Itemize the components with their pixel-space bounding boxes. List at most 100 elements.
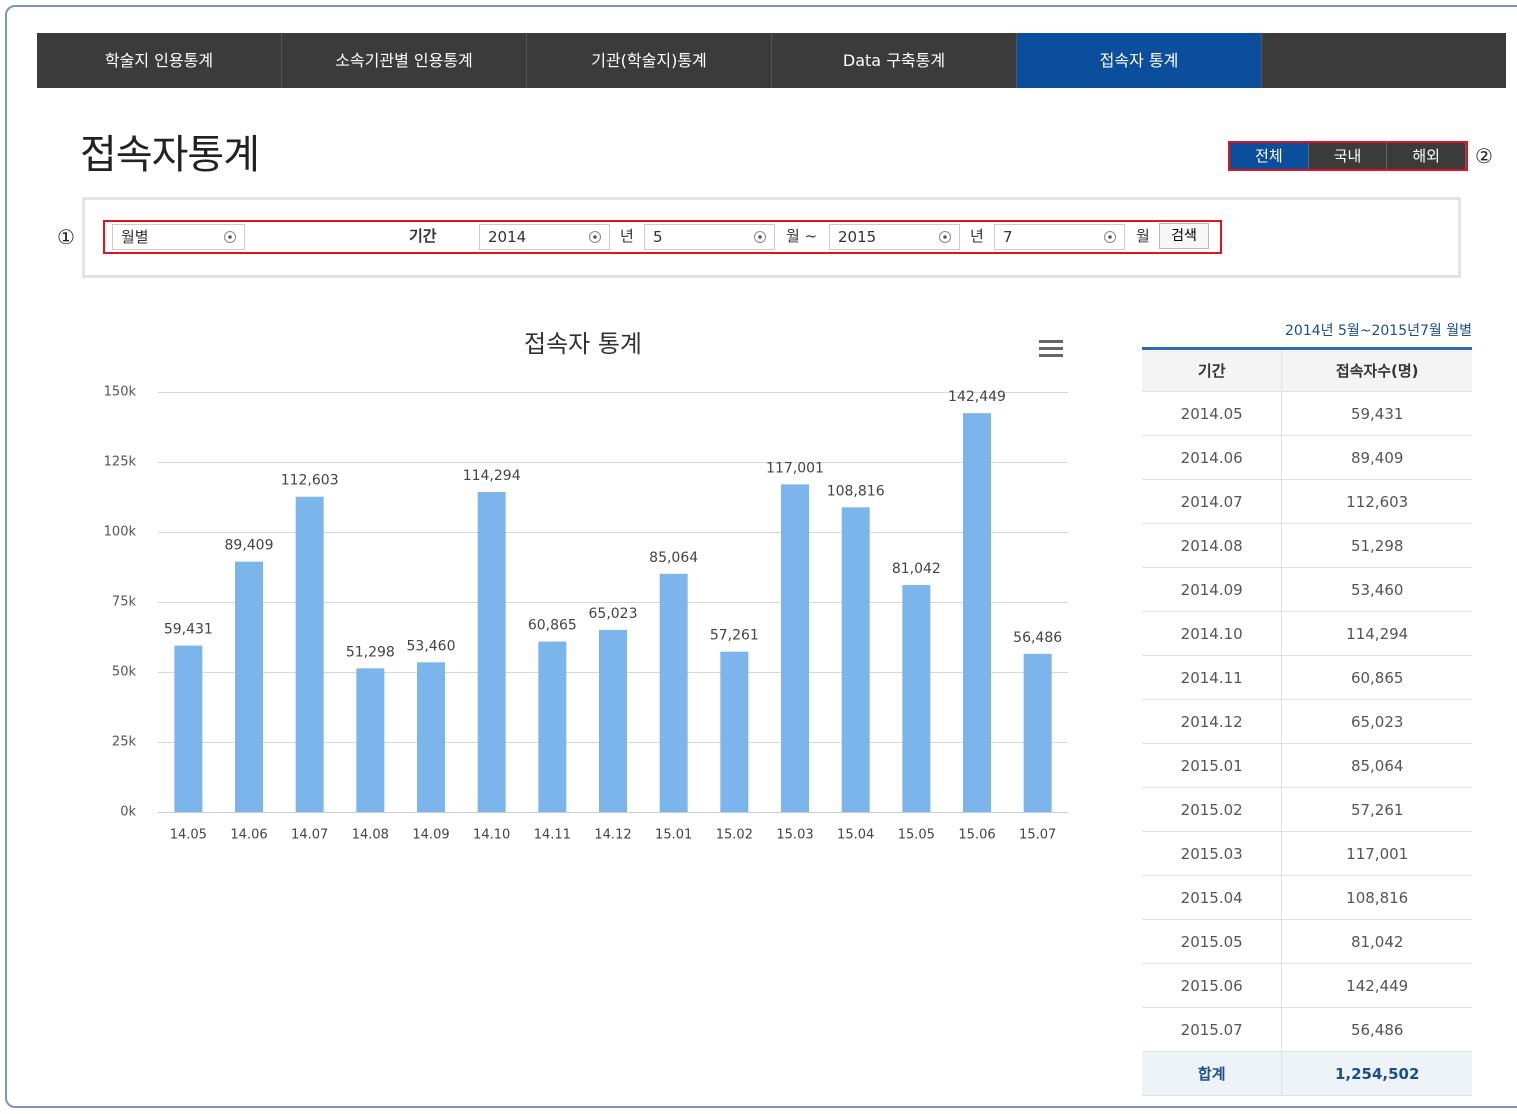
data-label: 85,064 xyxy=(649,550,698,566)
table-cell: 85,064 xyxy=(1281,743,1472,788)
nav-item[interactable]: 학술지 인용통계 xyxy=(37,33,282,88)
nav-item[interactable]: 접속자 통계 xyxy=(1017,33,1262,88)
nav-item[interactable]: 소속기관별 인용통계 xyxy=(282,33,527,88)
data-label: 81,042 xyxy=(892,561,941,577)
bar xyxy=(841,507,870,812)
table-row: 2014.11 60,865 xyxy=(1142,655,1472,700)
bar xyxy=(599,629,627,812)
table-cell: 2014.06 xyxy=(1142,435,1283,480)
header-row: 기간 접속자수(명) xyxy=(1142,347,1472,392)
table-row: 2015.05 81,042 xyxy=(1142,919,1472,964)
x-tick-label: 14.12 xyxy=(594,828,631,843)
bar xyxy=(417,662,445,812)
table-cell: 65,023 xyxy=(1281,699,1472,744)
data-label: 117,001 xyxy=(766,460,824,476)
nav-item[interactable]: 기관(학술지)통계 xyxy=(527,33,772,88)
highlight xyxy=(103,220,1222,254)
table-caption: 2014년 5월~2015년7월 월별 xyxy=(1285,323,1472,339)
table-row: 2015.02 57,261 xyxy=(1142,787,1472,832)
table-row: 2014.05 59,431 xyxy=(1142,391,1472,436)
x-tick-label: 15.02 xyxy=(716,828,753,843)
year-label: 년 xyxy=(970,227,984,245)
x-tick-label: 15.03 xyxy=(776,828,813,843)
y-tick-label: 100k xyxy=(104,525,137,540)
data-label: 89,409 xyxy=(225,538,274,554)
nav-item[interactable]: Data 구축통계 xyxy=(772,33,1017,88)
frame xyxy=(5,5,1517,1108)
table-cell: 112,603 xyxy=(1281,479,1472,524)
table-cell: 108,816 xyxy=(1281,875,1472,920)
x-tick-label: 14.07 xyxy=(291,828,328,843)
table-cell: 57,261 xyxy=(1281,787,1472,832)
table-cell: 2015.05 xyxy=(1142,919,1283,964)
bar xyxy=(720,651,749,812)
table-cell: 142,449 xyxy=(1281,963,1472,1008)
table-cell: 2014.05 xyxy=(1142,391,1283,436)
table-cell: 2015.01 xyxy=(1142,743,1283,788)
period-label: 기간 xyxy=(409,227,437,245)
table-cell: 56,486 xyxy=(1281,1007,1472,1052)
bar xyxy=(963,413,991,812)
region-button[interactable]: 국내 xyxy=(1309,143,1388,169)
y-tick-label: 150k xyxy=(104,385,137,400)
data-label: 59,431 xyxy=(164,622,213,638)
y-tick-label: 25k xyxy=(112,735,137,750)
end-year-select[interactable]: 2015 xyxy=(829,224,960,250)
chart-title: 접속자 통계 xyxy=(524,330,642,358)
filter-box xyxy=(82,197,1461,278)
region-button[interactable]: 해외 xyxy=(1387,143,1467,169)
x-tick-label: 14.10 xyxy=(473,828,510,843)
data-label: 142,449 xyxy=(948,389,1006,405)
region-button[interactable]: 전체 xyxy=(1230,143,1309,169)
unit-select[interactable]: 월별 xyxy=(112,224,245,250)
table-row: 2014.07 112,603 xyxy=(1142,479,1472,524)
menu-icon[interactable] xyxy=(1039,340,1063,357)
table-cell: 2014.10 xyxy=(1142,611,1283,656)
x-tick-label: 14.06 xyxy=(230,828,267,843)
table-row: 2014.09 53,460 xyxy=(1142,567,1472,612)
x-tick-label: 14.09 xyxy=(412,828,449,843)
table-row: 2014.12 65,023 xyxy=(1142,699,1472,744)
table-row: 2015.03 117,001 xyxy=(1142,831,1472,876)
data-label: 65,023 xyxy=(589,606,638,622)
table-row: 2015.01 85,064 xyxy=(1142,743,1472,788)
table-cell: 2015.02 xyxy=(1142,787,1283,832)
footer-row: 합계 1,254,502 xyxy=(1142,1051,1472,1096)
y-tick-label: 75k xyxy=(112,595,137,610)
x-tick-label: 15.04 xyxy=(837,828,874,843)
table-cell: 59,431 xyxy=(1281,391,1472,436)
year-label: 년 xyxy=(620,227,634,245)
bar xyxy=(477,491,506,812)
table-cell: 2015.03 xyxy=(1142,831,1283,876)
footer-cell: 1,254,502 xyxy=(1281,1051,1472,1096)
table-cell: 81,042 xyxy=(1281,919,1472,964)
marker: ② xyxy=(1475,144,1493,168)
y-tick-label: 125k xyxy=(104,455,137,470)
x-tick-label: 15.05 xyxy=(898,828,935,843)
start-year-select[interactable]: 2014 xyxy=(479,224,610,250)
marker: ① xyxy=(57,225,75,249)
chart: 접속자 통계 0k 25k 50k 75k 100k 125k 150k 14.05 59,43… xyxy=(104,330,1068,843)
table-cell: 53,460 xyxy=(1281,567,1472,612)
page-title: 접속자통계 xyxy=(80,132,260,178)
table-cell: 114,294 xyxy=(1281,611,1472,656)
end-month-select[interactable]: 7 xyxy=(994,224,1125,250)
start-month-select[interactable]: 5 xyxy=(644,224,775,250)
bar xyxy=(781,484,809,812)
data-label: 114,294 xyxy=(463,468,521,484)
y-tick-label: 0k xyxy=(120,805,136,820)
data-label: 108,816 xyxy=(827,483,885,499)
x-tick-label: 15.07 xyxy=(1019,828,1056,843)
header-cell: 접속자수(명) xyxy=(1281,347,1472,392)
table-cell: 117,001 xyxy=(1281,831,1472,876)
x-tick-label: 15.01 xyxy=(655,828,692,843)
table-cell: 51,298 xyxy=(1281,523,1472,568)
table-row: 2014.10 114,294 xyxy=(1142,611,1472,656)
bar xyxy=(174,645,203,812)
data-label: 112,603 xyxy=(281,473,339,489)
search-button[interactable]: 검색 xyxy=(1159,223,1209,249)
x-tick-label: 14.08 xyxy=(352,828,389,843)
nav-bar: 학술지 인용통계 소속기관별 인용통계 기관(학술지)통계 Data 구축통계 접속자 … xyxy=(37,33,1506,88)
x-tick-label: 15.06 xyxy=(958,828,995,843)
